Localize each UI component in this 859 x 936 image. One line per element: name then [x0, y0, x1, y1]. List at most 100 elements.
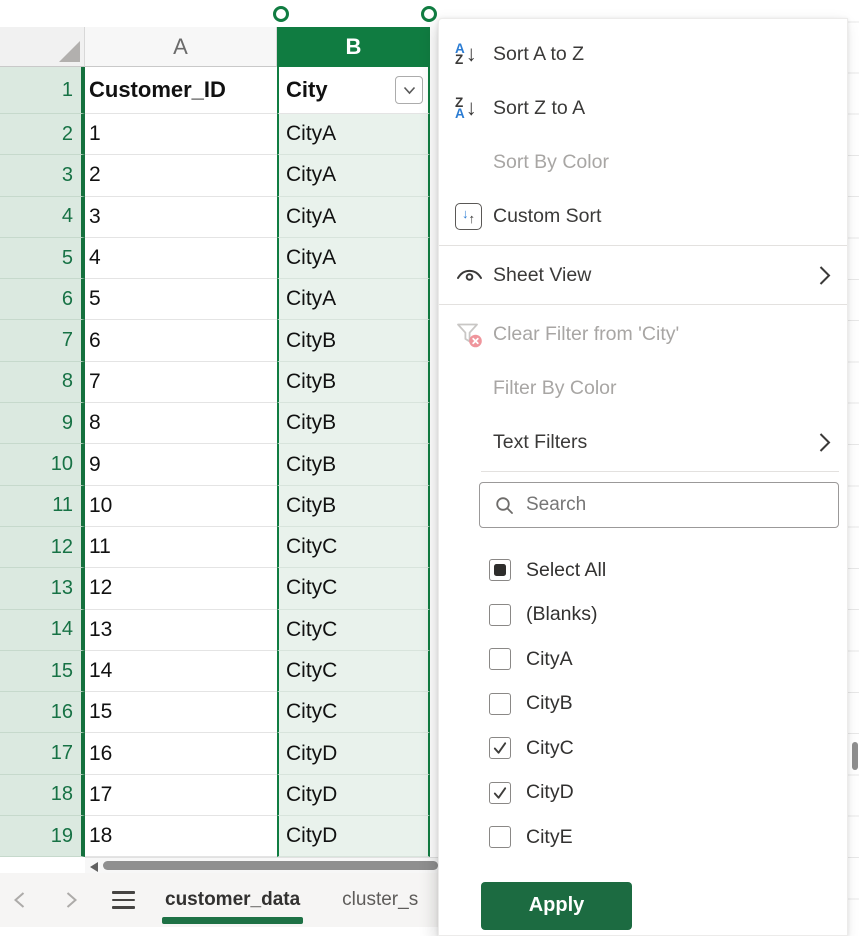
menu-item-custom-sort[interactable]: ↓ ↑ Custom Sort [439, 189, 847, 243]
cell-city[interactable]: CityB [277, 444, 430, 486]
horizontal-scrollbar-thumb[interactable] [103, 861, 438, 870]
filter-value-item[interactable]: CityC [439, 726, 847, 771]
scroll-left-arrow-icon[interactable] [90, 862, 98, 872]
search-input[interactable] [480, 483, 838, 527]
cell-city[interactable]: CityB [277, 361, 430, 404]
cell-city[interactable]: CityD [277, 774, 430, 817]
cell-customer-id[interactable]: 2 [85, 155, 277, 197]
cell-customer-id[interactable]: 6 [85, 320, 277, 362]
prev-sheet-button[interactable] [4, 885, 34, 915]
filter-dropdown-button[interactable] [395, 76, 423, 104]
column-header-a[interactable]: A [85, 27, 277, 67]
cell-city[interactable]: CityD [277, 816, 430, 857]
checkbox-unchecked[interactable] [489, 648, 511, 671]
checkbox-checked[interactable] [489, 781, 511, 804]
cell-customer-id[interactable]: 3 [85, 196, 277, 238]
cell-city[interactable]: CityB [277, 485, 430, 527]
select-all-corner[interactable] [0, 27, 85, 67]
filter-value-item[interactable]: (Blanks) [439, 593, 847, 638]
filter-value-item[interactable]: CityB [439, 682, 847, 727]
row-number[interactable]: 1 [0, 67, 85, 114]
filter-value-item[interactable]: CityA [439, 637, 847, 682]
cell-customer-id[interactable]: 12 [85, 568, 277, 610]
cell-city[interactable]: CityC [277, 526, 430, 569]
row-number[interactable]: 6 [0, 279, 85, 321]
cell-customer-id-header[interactable]: Customer_ID [85, 67, 277, 114]
cell-customer-id[interactable]: 15 [85, 692, 277, 734]
menu-item-label: Clear Filter from 'City' [493, 322, 680, 345]
row-number[interactable]: 15 [0, 650, 85, 693]
row-number[interactable]: 7 [0, 320, 85, 362]
row-number[interactable]: 12 [0, 526, 85, 569]
cell-city[interactable]: CityC [277, 692, 430, 734]
chevron-right-icon [819, 432, 835, 453]
cell-customer-id[interactable]: 1 [85, 114, 277, 156]
row-number[interactable]: 4 [0, 196, 85, 238]
cell-customer-id[interactable]: 8 [85, 403, 277, 445]
checkbox-checked[interactable] [489, 737, 511, 760]
horizontal-scrollbar[interactable] [85, 857, 438, 873]
all-sheets-menu-button[interactable] [108, 885, 138, 915]
checkbox-unchecked[interactable] [489, 826, 511, 849]
row-number[interactable]: 5 [0, 237, 85, 280]
cell-customer-id[interactable]: 13 [85, 609, 277, 651]
cell-customer-id[interactable]: 14 [85, 650, 277, 693]
cell-customer-id[interactable]: 7 [85, 361, 277, 404]
menu-item-sort-z-to-a[interactable]: Z A ↓ Sort Z to A [439, 81, 847, 135]
cell-city[interactable]: CityC [277, 650, 430, 693]
menu-item-label: Text Filters [493, 430, 588, 453]
chevron-left-icon [13, 892, 24, 908]
row-number[interactable]: 13 [0, 568, 85, 610]
cell-customer-id[interactable]: 4 [85, 237, 277, 280]
cell-city[interactable]: CityA [277, 237, 430, 280]
row-number[interactable]: 16 [0, 692, 85, 734]
table-row: 15 14 CityC [0, 650, 438, 693]
cell-customer-id[interactable]: 11 [85, 526, 277, 569]
menu-item-sheet-view[interactable]: Sheet View [439, 248, 847, 302]
cell-city[interactable]: CityC [277, 609, 430, 651]
cell-customer-id[interactable]: 9 [85, 444, 277, 486]
filter-value-item[interactable]: CityE [439, 815, 847, 860]
row-number[interactable]: 14 [0, 609, 85, 651]
checkbox-indeterminate[interactable] [489, 559, 511, 582]
row-number[interactable]: 3 [0, 155, 85, 197]
selection-handle-left[interactable] [273, 6, 289, 22]
sheet-tab-customer-data[interactable]: customer_data [162, 873, 304, 927]
apply-button[interactable]: Apply [481, 881, 632, 930]
checkbox-unchecked[interactable] [489, 603, 511, 626]
cell-city[interactable]: CityA [277, 114, 430, 156]
eye-icon [455, 265, 493, 285]
row-number[interactable]: 9 [0, 403, 85, 445]
cell-customer-id[interactable]: 10 [85, 485, 277, 527]
row-number[interactable]: 10 [0, 444, 85, 486]
next-sheet-button[interactable] [56, 885, 86, 915]
row-number[interactable]: 17 [0, 733, 85, 775]
cell-city[interactable]: CityA [277, 155, 430, 197]
sheet-tab-cluster-s[interactable]: cluster_s [339, 873, 421, 927]
cell-customer-id[interactable]: 5 [85, 279, 277, 321]
cell-city[interactable]: CityA [277, 196, 430, 238]
cell-city-header[interactable]: City [277, 67, 430, 114]
cell-city[interactable]: CityC [277, 568, 430, 610]
column-header-b[interactable]: B [277, 27, 430, 67]
row-number[interactable]: 19 [0, 816, 85, 857]
cell-customer-id[interactable]: 16 [85, 733, 277, 775]
filter-value-item[interactable]: Select All [439, 548, 847, 593]
checkbox-unchecked[interactable] [489, 692, 511, 715]
cell-customer-id[interactable]: 17 [85, 774, 277, 817]
row-number[interactable]: 18 [0, 774, 85, 817]
cell-city[interactable]: CityB [277, 403, 430, 445]
cell-city[interactable]: CityD [277, 733, 430, 775]
selection-handle-right[interactable] [421, 6, 437, 22]
menu-item-text-filters[interactable]: Text Filters [439, 415, 847, 469]
vertical-scrollbar-thumb[interactable] [852, 742, 858, 770]
cell-city[interactable]: CityA [277, 279, 430, 321]
cell-city[interactable]: CityB [277, 320, 430, 362]
filter-value-item[interactable]: CityD [439, 771, 847, 816]
active-tab-underline [162, 917, 304, 924]
row-number[interactable]: 11 [0, 485, 85, 527]
menu-item-sort-a-to-z[interactable]: A Z ↓ Sort A to Z [439, 27, 847, 81]
cell-customer-id[interactable]: 18 [85, 816, 277, 857]
row-number[interactable]: 8 [0, 361, 85, 404]
row-number[interactable]: 2 [0, 114, 85, 156]
